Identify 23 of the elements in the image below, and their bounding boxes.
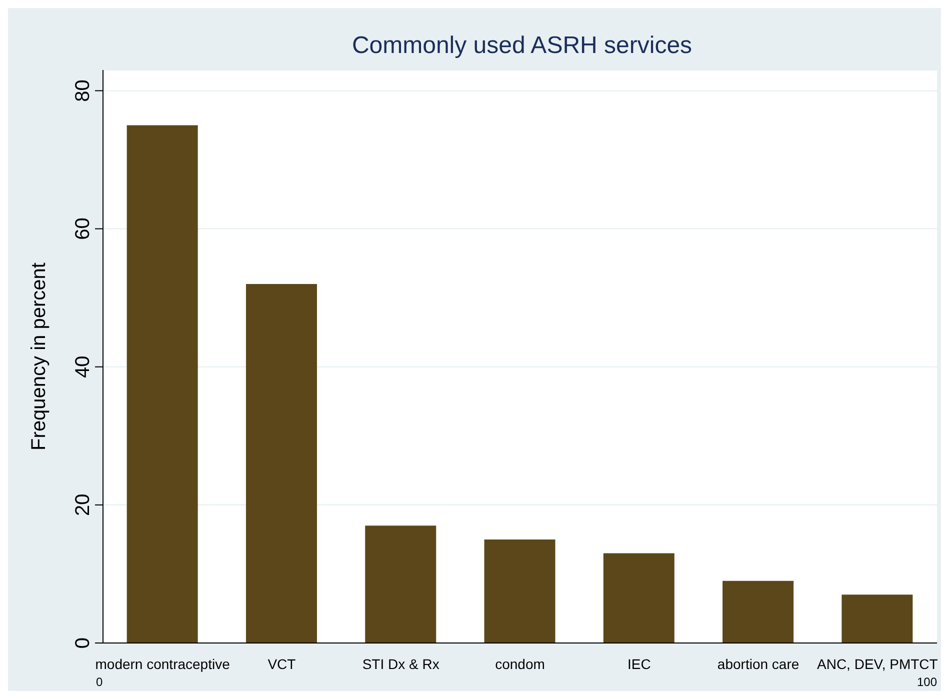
x-tick-label: ANC, DEV, PMTCT — [817, 656, 938, 672]
y-tick-label: 60 — [72, 218, 94, 240]
y-axis-title: Frequency in percent — [28, 262, 50, 450]
bar — [722, 580, 794, 643]
y-tick-label: 80 — [72, 80, 94, 102]
bar — [484, 539, 556, 643]
x-tick-label: abortion care — [717, 656, 800, 672]
text: 100 — [916, 675, 937, 689]
x-tick-label: VCT — [268, 656, 296, 672]
x-tick-label: IEC — [627, 656, 651, 672]
x-tick-label: STI Dx & Rx — [362, 656, 440, 672]
bar — [365, 526, 436, 643]
x-tick-label: condom — [495, 656, 545, 672]
text: 0 — [96, 675, 103, 689]
y-tick-label: 20 — [72, 494, 94, 516]
y-tick-label: 40 — [72, 356, 94, 378]
bar — [842, 594, 913, 643]
chart-title: Commonly used ASRH services — [350, 32, 694, 60]
bar — [246, 284, 317, 643]
bar — [126, 125, 198, 643]
y-tick-label: 0 — [72, 637, 94, 649]
bar — [603, 553, 674, 643]
x-tick-label: modern contraceptive — [95, 656, 230, 672]
